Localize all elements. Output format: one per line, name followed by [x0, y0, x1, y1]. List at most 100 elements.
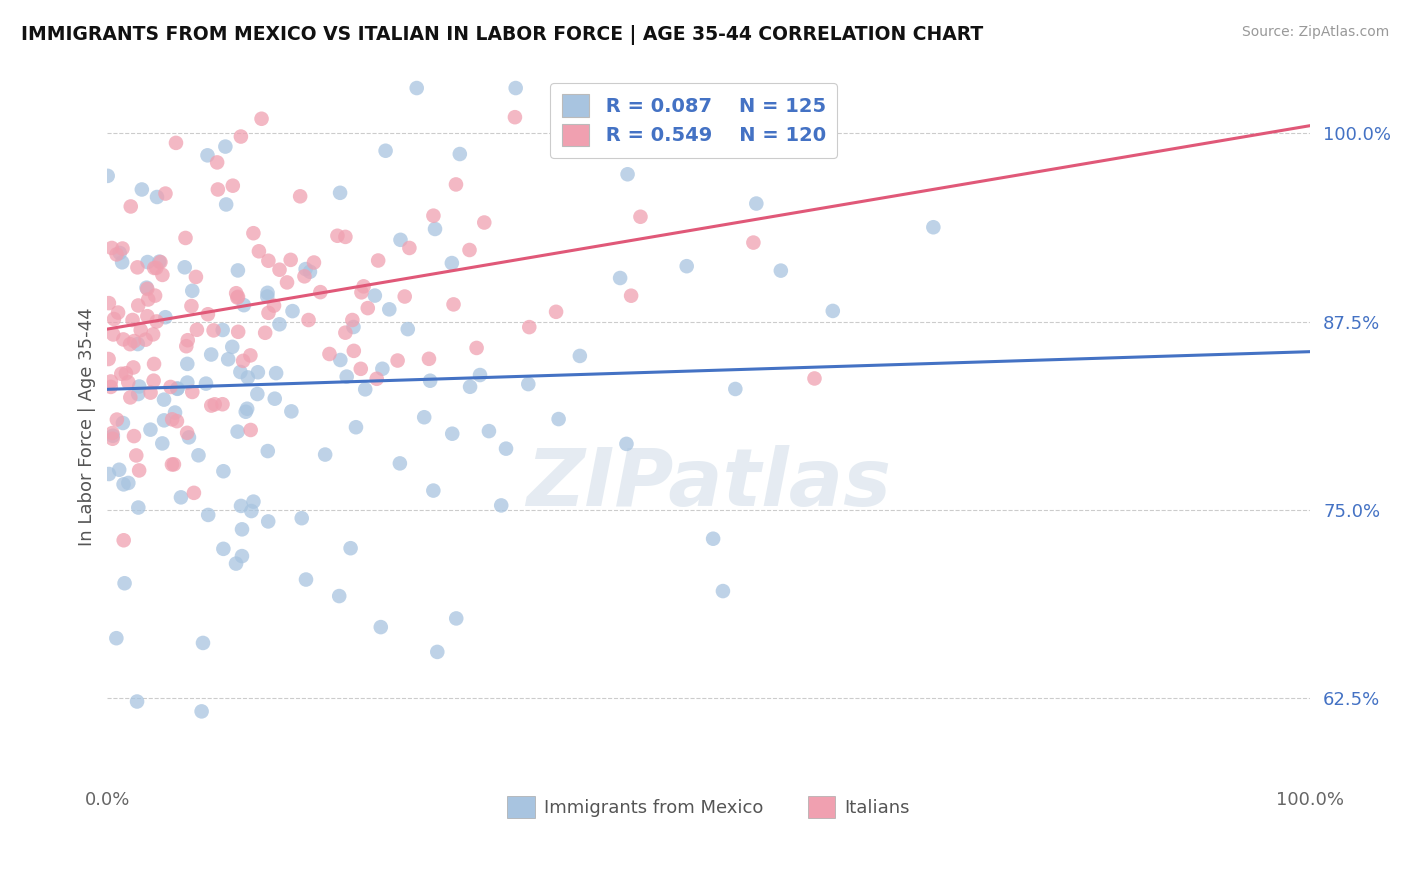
Point: [183, 486, 205, 500]
Point: [105, 247, 128, 261]
Point: [110, 367, 132, 381]
Point: [444, 178, 467, 192]
Point: [350, 361, 373, 376]
Point: [269, 318, 291, 332]
Point: [143, 357, 166, 371]
Point: [257, 253, 280, 268]
Point: [103, 312, 125, 326]
Point: [166, 382, 188, 396]
Point: [281, 304, 304, 318]
Point: [702, 532, 724, 546]
Point: [440, 256, 463, 270]
Point: [468, 368, 491, 382]
Point: [97, 467, 120, 481]
Point: [143, 288, 166, 302]
Point: [142, 374, 165, 388]
Point: [419, 374, 441, 388]
Point: [229, 365, 252, 379]
Point: [388, 456, 411, 470]
Point: [232, 354, 254, 368]
Point: [394, 289, 416, 303]
Point: [226, 425, 249, 439]
Point: [675, 259, 697, 273]
Point: [441, 426, 464, 441]
Y-axis label: In Labor Force | Age 35-44: In Labor Force | Age 35-44: [79, 308, 96, 546]
Point: [214, 139, 236, 153]
Point: [922, 220, 945, 235]
Point: [226, 290, 249, 304]
Point: [150, 436, 173, 450]
Point: [426, 645, 449, 659]
Point: [122, 360, 145, 375]
Point: [620, 289, 643, 303]
Point: [184, 269, 207, 284]
Point: [236, 401, 259, 416]
Point: [112, 477, 135, 491]
Point: [148, 254, 170, 268]
Point: [297, 313, 319, 327]
Point: [344, 420, 367, 434]
Point: [122, 429, 145, 443]
Point: [256, 444, 278, 458]
Point: [449, 147, 471, 161]
Point: [135, 281, 157, 295]
Point: [136, 293, 159, 307]
Point: [495, 442, 517, 456]
Point: [149, 255, 172, 269]
Point: [226, 325, 249, 339]
Point: [153, 413, 176, 427]
Point: [101, 425, 124, 440]
Point: [160, 458, 183, 472]
Point: [107, 305, 129, 319]
Point: [357, 301, 380, 315]
Point: [176, 357, 198, 371]
Point: [176, 425, 198, 440]
Point: [367, 253, 389, 268]
Point: [212, 541, 235, 556]
Point: [413, 410, 436, 425]
Point: [387, 353, 409, 368]
Point: [139, 385, 162, 400]
Point: [422, 483, 444, 498]
Point: [217, 804, 239, 818]
Point: [111, 255, 134, 269]
Point: [97, 296, 120, 310]
Point: [101, 241, 124, 255]
Point: [371, 361, 394, 376]
Point: [329, 186, 352, 200]
Point: [127, 387, 149, 401]
Point: [343, 343, 366, 358]
Point: [153, 392, 176, 407]
Point: [239, 423, 262, 437]
Point: [197, 508, 219, 522]
Point: [222, 178, 245, 193]
Point: [250, 112, 273, 126]
Point: [190, 705, 212, 719]
Point: [200, 399, 222, 413]
Point: [229, 499, 252, 513]
Point: [256, 285, 278, 300]
Point: [211, 323, 233, 337]
Point: [142, 327, 165, 342]
Point: [229, 129, 252, 144]
Point: [264, 366, 287, 380]
Point: [246, 365, 269, 379]
Point: [177, 430, 200, 444]
Point: [465, 341, 488, 355]
Point: [217, 352, 239, 367]
Point: [127, 500, 149, 515]
Point: [173, 260, 195, 275]
Point: [187, 448, 209, 462]
Point: [197, 148, 219, 162]
Point: [135, 333, 157, 347]
Point: [115, 366, 138, 380]
Point: [155, 310, 177, 325]
Point: [231, 549, 253, 563]
Point: [443, 297, 465, 311]
Point: [155, 186, 177, 201]
Point: [609, 271, 631, 285]
Point: [101, 432, 124, 446]
Point: [335, 326, 357, 340]
Point: [121, 313, 143, 327]
Point: [120, 337, 142, 351]
